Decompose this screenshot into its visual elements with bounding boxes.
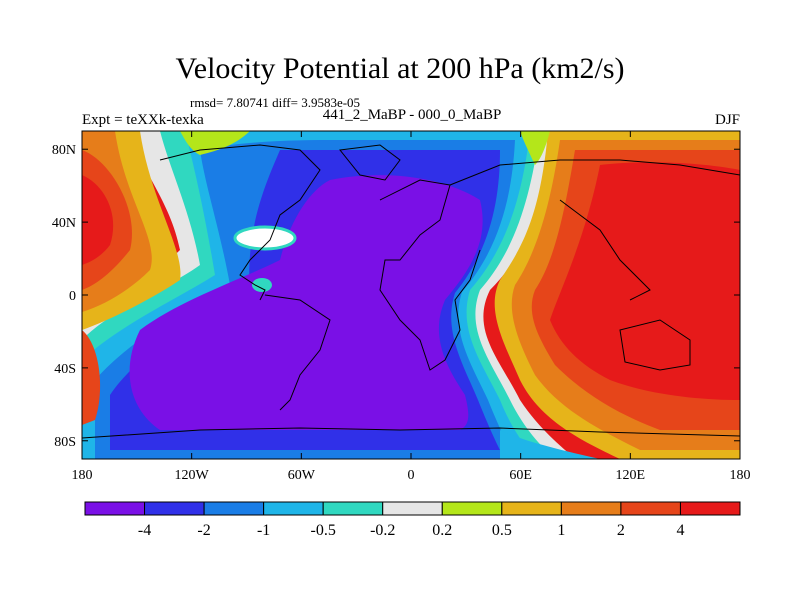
west-lower-lobe	[82, 330, 101, 425]
coastlines	[82, 144, 740, 439]
colorbar-label: 2	[617, 522, 625, 539]
x-tick-label: 120E	[616, 468, 646, 483]
north-band-green	[180, 131, 250, 155]
y-tick-label: 80N	[52, 143, 76, 158]
colorbar-label: -0.2	[370, 522, 395, 539]
contour-level-neg-min	[129, 175, 483, 430]
white-blob	[233, 225, 297, 251]
left-subtitle: Expt = teXXk-texka	[82, 112, 204, 128]
colorbar-swatch	[84, 501, 146, 516]
coast-australia	[619, 319, 691, 371]
colorbar-swatch	[620, 501, 681, 516]
right-subtitle: DJF	[714, 112, 740, 128]
x-tick-label: 180	[730, 468, 751, 483]
coast-north-america	[159, 144, 321, 301]
colorbar-swatch	[144, 501, 205, 516]
y-tick-label: 80S	[54, 435, 76, 450]
north-band-green-2	[520, 131, 550, 165]
colorbar-swatch	[382, 501, 443, 516]
coast-antarctica	[82, 427, 740, 439]
center-subtitle: 441_2_MaBP - 000_0_MaBP	[322, 107, 502, 123]
y-axis: 80N 40N 0 40S 80S	[52, 143, 740, 450]
colorbar-swatch	[203, 501, 265, 516]
x-axis: 180 120W 60W 0 60E 120E 180	[72, 131, 751, 483]
coast-europe-africa	[379, 179, 481, 371]
colorbar-swatch	[441, 501, 503, 516]
colorbar-label: -2	[197, 522, 210, 539]
negative-region	[82, 131, 575, 459]
coast-south-america	[264, 294, 331, 411]
y-tick-label: 40S	[54, 362, 76, 377]
colorbar-label: 0.5	[492, 522, 512, 539]
y-tick-label: 40N	[52, 216, 76, 231]
x-tick-label: 180	[72, 468, 93, 483]
positive-east	[494, 131, 740, 459]
contour-field	[82, 131, 740, 459]
south-bands	[500, 430, 600, 459]
colorbar-swatch	[560, 501, 622, 516]
colorbar-label: -1	[257, 522, 270, 539]
chart-title: Velocity Potential at 200 hPa (km2/s)	[175, 52, 625, 85]
coast-greenland	[339, 144, 401, 181]
west-lobe-core	[82, 175, 114, 265]
colorbar-swatch	[679, 501, 741, 516]
x-tick-label: 60E	[509, 468, 532, 483]
positive-west	[82, 131, 181, 425]
colorbar: -4 -2 -1 -0.5 -0.2 0.2 0.5 1 2 4	[84, 501, 741, 539]
stats-line: rmsd= 7.80741 diff= 3.9583e-05	[190, 95, 361, 110]
colorbar-label: 1	[557, 522, 565, 539]
colorbar-label: -4	[138, 522, 151, 539]
colorbar-label: -0.5	[311, 522, 336, 539]
colorbar-swatch	[501, 501, 562, 516]
x-tick-label: 60W	[288, 468, 316, 483]
x-tick-label: 120W	[175, 468, 210, 483]
teal-blob	[252, 278, 272, 292]
colorbar-label: 0.2	[432, 522, 452, 539]
colorbar-swatch	[263, 501, 324, 516]
colorbar-swatch	[322, 501, 384, 516]
coast-asia	[449, 159, 740, 301]
colorbar-label: 4	[676, 522, 684, 539]
x-tick-label: 0	[408, 468, 415, 483]
east-lobe-core	[550, 162, 740, 400]
y-tick-label: 0	[69, 289, 76, 304]
